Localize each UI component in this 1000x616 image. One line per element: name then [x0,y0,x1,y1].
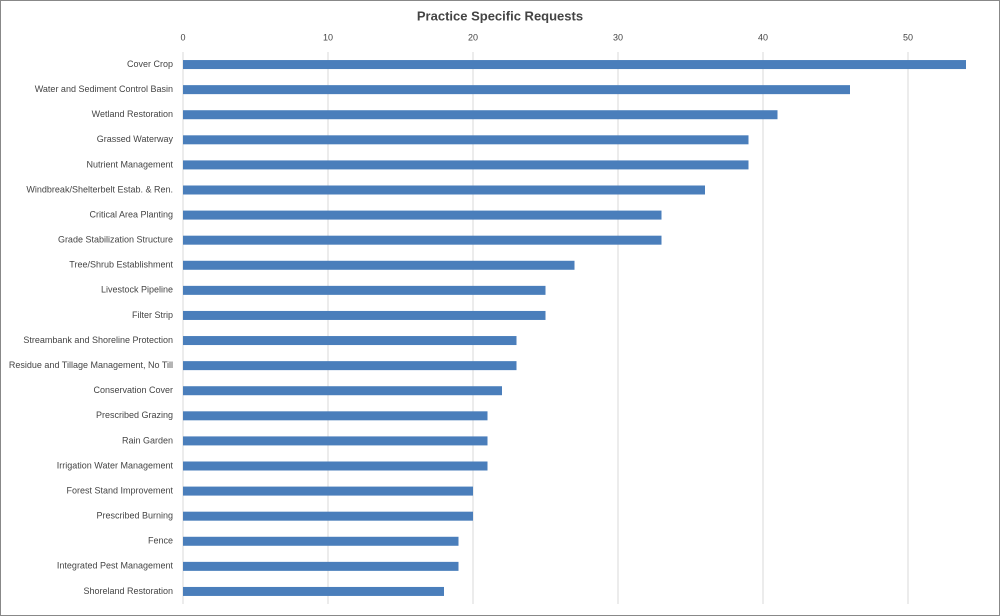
bar [183,235,662,245]
y-tick-label: Conservation Cover [93,385,173,395]
bar [183,135,749,145]
chart-title: Practice Specific Requests [417,8,583,23]
bar [183,160,749,170]
bar [183,185,705,195]
bar [183,411,488,421]
y-tick-label: Cover Crop [127,59,173,69]
y-tick-label: Irrigation Water Management [57,460,174,470]
bar [183,486,473,496]
bar [183,310,546,320]
y-tick-label: Water and Sediment Control Basin [35,84,173,94]
bar [183,85,850,95]
y-tick-label: Fence [148,536,173,546]
y-tick-label: Wetland Restoration [92,109,173,119]
y-tick-label: Integrated Pest Management [57,561,174,571]
bar [183,511,473,521]
bar [183,586,444,596]
y-tick-label: Prescribed Grazing [96,410,173,420]
bar [183,361,517,371]
x-tick-label: 50 [903,32,913,42]
y-tick-label: Grassed Waterway [97,134,174,144]
y-tick-label: Prescribed Burning [96,511,173,521]
bar [183,436,488,446]
x-tick-label: 30 [613,32,623,42]
y-tick-label: Grade Stabilization Structure [58,235,173,245]
y-tick-label: Critical Area Planting [89,209,173,219]
x-tick-label: 40 [758,32,768,42]
x-tick-label: 10 [323,32,333,42]
y-tick-label: Tree/Shrub Establishment [69,260,173,270]
bar [183,536,459,546]
bar [183,461,488,471]
y-tick-label: Nutrient Management [86,159,173,169]
bar [183,60,966,70]
bar [183,210,662,220]
x-tick-label: 20 [468,32,478,42]
x-tick-label: 0 [180,32,185,42]
bar [183,386,502,396]
y-tick-label: Windbreak/Shelterbelt Estab. & Ren. [26,184,173,194]
y-tick-label: Filter Strip [132,310,173,320]
y-tick-label: Rain Garden [122,435,173,445]
y-tick-label: Livestock Pipeline [101,285,173,295]
y-tick-label: Streambank and Shoreline Protection [23,335,173,345]
y-tick-label: Forest Stand Improvement [66,485,173,495]
bar [183,285,546,295]
y-tick-label: Shoreland Restoration [83,586,173,596]
bar [183,561,459,571]
bar [183,260,575,270]
y-tick-label: Residue and Tillage Management, No Till [9,360,173,370]
bar [183,110,778,120]
bar [183,336,517,346]
